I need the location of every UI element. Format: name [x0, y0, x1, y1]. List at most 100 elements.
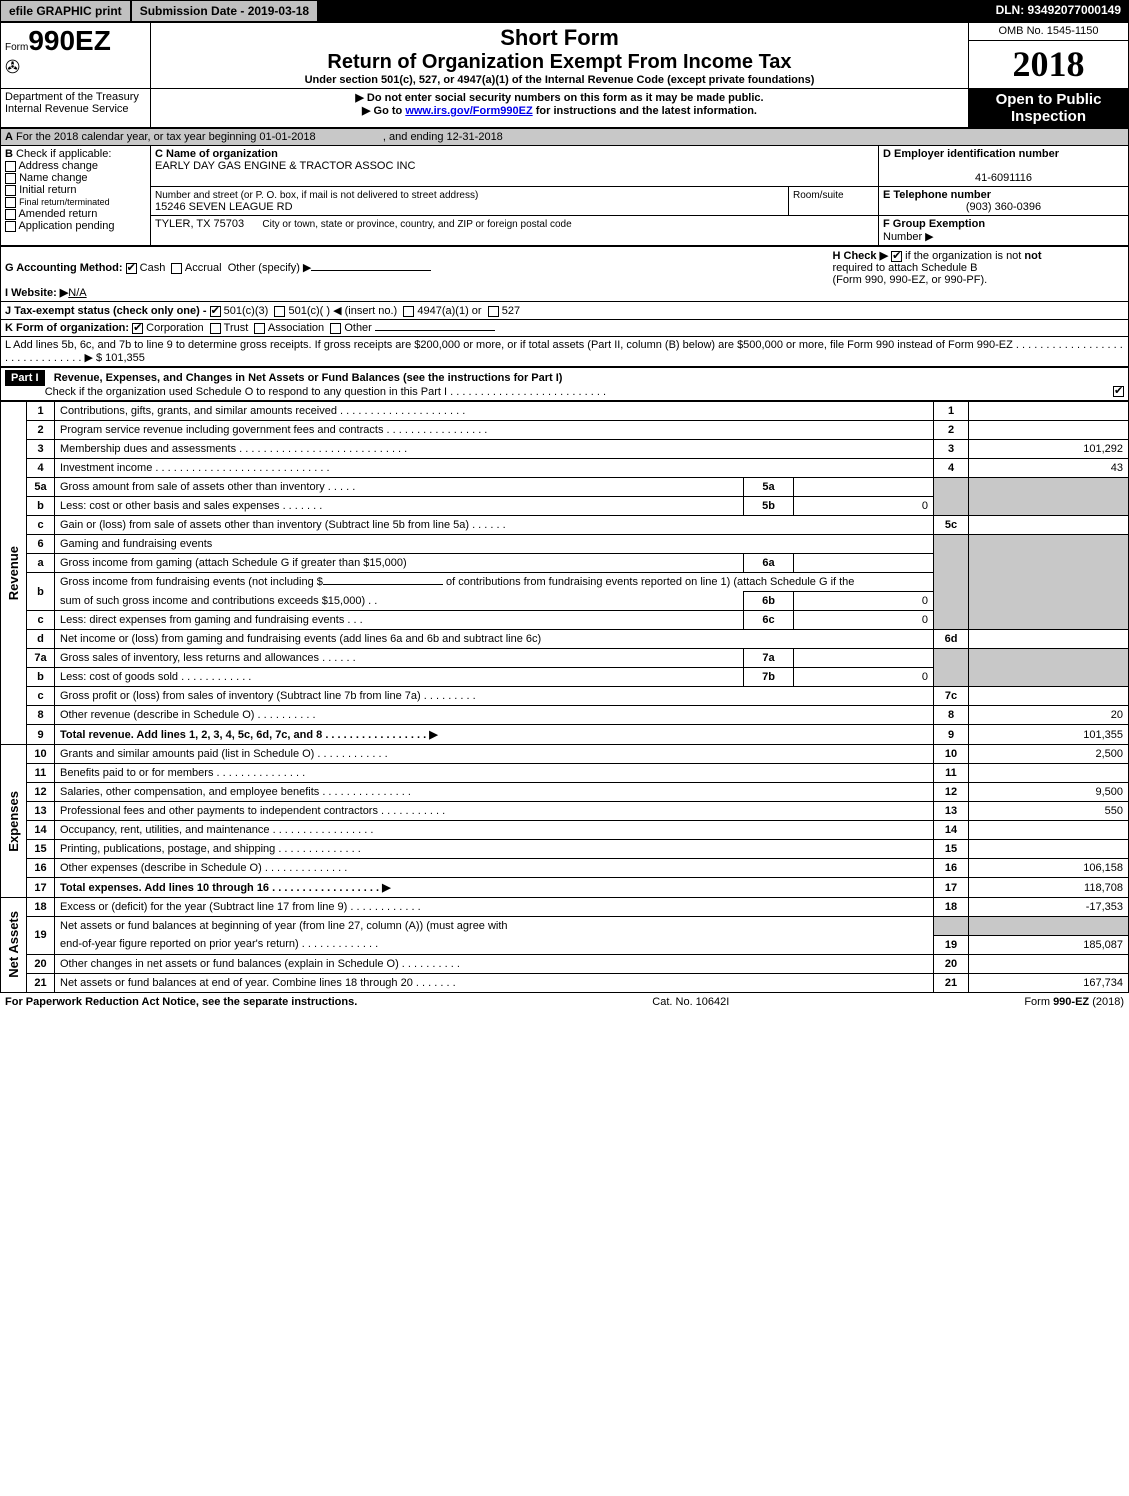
- name-change-checkbox[interactable]: [5, 173, 16, 184]
- line-5b-num: b: [27, 497, 55, 516]
- initial-return-checkbox[interactable]: [5, 185, 16, 196]
- line-6b-num: b: [27, 573, 55, 611]
- ein-value: 41-6091116: [883, 172, 1124, 184]
- accrual-label: Accrual: [185, 262, 222, 274]
- trust-checkbox[interactable]: [210, 323, 221, 334]
- irs-eagle-icon: ✇: [5, 57, 20, 77]
- trust-label: Trust: [224, 322, 249, 334]
- amended-return-label: Amended return: [18, 208, 97, 220]
- address-change-checkbox[interactable]: [5, 161, 16, 172]
- line-6b-text3: sum of such gross income and contributio…: [55, 592, 744, 611]
- 501c-checkbox[interactable]: [274, 306, 285, 317]
- accrual-checkbox[interactable]: [171, 263, 182, 274]
- line-20-rnum: 20: [934, 954, 969, 973]
- 4947-checkbox[interactable]: [403, 306, 414, 317]
- schedule-o-checkbox[interactable]: [1113, 386, 1124, 397]
- line-13-amt: 550: [969, 802, 1129, 821]
- do-not-enter-ssn: ▶ Do not enter social security numbers o…: [155, 91, 964, 104]
- section-j-label: J Tax-exempt status (check only one) -: [5, 305, 207, 317]
- 527-label: 527: [502, 305, 520, 317]
- corp-checkbox[interactable]: [132, 323, 143, 334]
- room-suite-label: Room/suite: [793, 190, 844, 201]
- line-6a-val: [794, 554, 934, 573]
- line-14-num: 14: [27, 821, 55, 840]
- form-number: 990EZ: [28, 25, 111, 56]
- street-value: 15246 SEVEN LEAGUE RD: [155, 201, 293, 213]
- line-3-num: 3: [27, 440, 55, 459]
- line-7b-box: 7b: [744, 668, 794, 687]
- line-14-amt: [969, 821, 1129, 840]
- line-9-amt: 101,355: [969, 725, 1129, 745]
- part1-label: Part I: [5, 370, 45, 386]
- line-7c-amt: [969, 687, 1129, 706]
- line-17-amt: 118,708: [969, 878, 1129, 898]
- line-20-amt: [969, 954, 1129, 973]
- 501c3-checkbox[interactable]: [210, 306, 221, 317]
- line-2-text: Program service revenue including govern…: [55, 421, 934, 440]
- line-17-text: Total expenses. Add lines 10 through 16 …: [60, 882, 391, 894]
- assoc-checkbox[interactable]: [254, 323, 265, 334]
- line-4-num: 4: [27, 459, 55, 478]
- omb-number: OMB No. 1545-1150: [969, 23, 1129, 41]
- gl-section: G Accounting Method: Cash Accrual Other …: [0, 246, 1129, 367]
- line-20-num: 20: [27, 954, 55, 973]
- line-4-rnum: 4: [934, 459, 969, 478]
- line-1-text: Contributions, gifts, grants, and simila…: [55, 402, 934, 421]
- form-prefix: Form: [5, 42, 28, 53]
- other-org-checkbox[interactable]: [330, 323, 341, 334]
- 4947-label: 4947(a)(1) or: [417, 305, 481, 317]
- corp-label: Corporation: [146, 322, 203, 334]
- line-3-amt: 101,292: [969, 440, 1129, 459]
- line-6d-rnum: 6d: [934, 630, 969, 649]
- line-6a-text: Gross income from gaming (attach Schedul…: [55, 554, 744, 573]
- line-6c-text: Less: direct expenses from gaming and fu…: [55, 611, 744, 630]
- form-header: Form990EZ ✇ Short Form Return of Organiz…: [0, 22, 1129, 128]
- line-9-num: 9: [27, 725, 55, 745]
- line-5c-amt: [969, 516, 1129, 535]
- section-b-label: Check if applicable:: [16, 148, 111, 160]
- dept-treasury: Department of the Treasury: [5, 91, 146, 103]
- part1-lines: Revenue 1 Contributions, gifts, grants, …: [0, 401, 1129, 993]
- application-pending-checkbox[interactable]: [5, 221, 16, 232]
- line-7a-val: [794, 649, 934, 668]
- line-7c-text: Gross profit or (loss) from sales of inv…: [55, 687, 934, 706]
- submission-date: Submission Date - 2019-03-18: [131, 0, 318, 22]
- other-org-input[interactable]: [375, 330, 495, 331]
- city-label: City or town, state or province, country…: [262, 219, 571, 230]
- other-method-input[interactable]: [311, 270, 431, 271]
- amended-return-checkbox[interactable]: [5, 209, 16, 220]
- line-19-rnum: 19: [934, 935, 969, 954]
- 527-checkbox[interactable]: [488, 306, 499, 317]
- line-10-text: Grants and similar amounts paid (list in…: [55, 745, 934, 764]
- line-19-amt: 185,087: [969, 935, 1129, 954]
- schedule-b-checkbox[interactable]: [891, 251, 902, 262]
- line-2-num: 2: [27, 421, 55, 440]
- line-16-num: 16: [27, 859, 55, 878]
- city-value: TYLER, TX 75703: [155, 218, 244, 230]
- line-12-amt: 9,500: [969, 783, 1129, 802]
- short-form-title: Short Form: [155, 25, 964, 51]
- cash-checkbox[interactable]: [126, 263, 137, 274]
- line-6b-text2: of contributions from fundraising events…: [446, 576, 854, 588]
- line-17-rnum: 17: [934, 878, 969, 898]
- line-7b-text: Less: cost of goods sold . . . . . . . .…: [55, 668, 744, 687]
- efile-print-button[interactable]: efile GRAPHIC print: [0, 0, 131, 22]
- irs-label: Internal Revenue Service: [5, 103, 146, 115]
- line-10-num: 10: [27, 745, 55, 764]
- final-return-checkbox[interactable]: [5, 197, 16, 208]
- line-13-text: Professional fees and other payments to …: [55, 802, 934, 821]
- section-c-label: C Name of organization: [155, 148, 278, 160]
- application-pending-label: Application pending: [18, 220, 114, 232]
- line-7b-num: b: [27, 668, 55, 687]
- assoc-label: Association: [268, 322, 324, 334]
- irs-link[interactable]: www.irs.gov/Form990EZ: [405, 105, 532, 117]
- goto-instructions: ▶ Go to www.irs.gov/Form990EZ for instru…: [155, 104, 964, 117]
- line-6b-blank[interactable]: [323, 584, 443, 585]
- section-a-end: , and ending 12-31-2018: [383, 131, 503, 143]
- name-change-label: Name change: [19, 172, 88, 184]
- line-5b-box: 5b: [744, 497, 794, 516]
- netassets-vlabel: Net Assets: [6, 911, 21, 978]
- line-2-rnum: 2: [934, 421, 969, 440]
- line-6a-num: a: [27, 554, 55, 573]
- line-5a-val: [794, 478, 934, 497]
